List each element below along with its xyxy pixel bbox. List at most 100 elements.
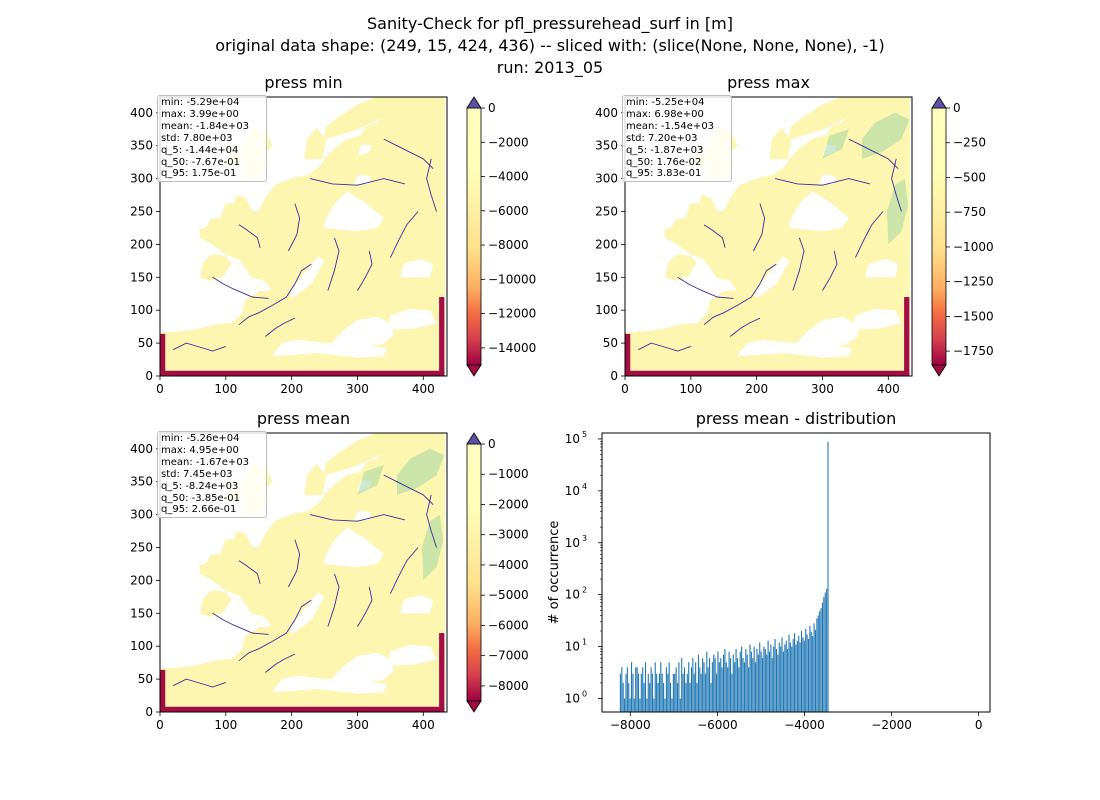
river-line	[287, 203, 301, 252]
x-tick-label: 0	[621, 382, 629, 396]
figure-title-line-3: run: 2013_05	[497, 58, 603, 78]
histogram-bar	[809, 625, 811, 712]
sea-shape	[819, 174, 836, 184]
histogram-y-tick-label: 10	[565, 640, 580, 654]
land-shape	[324, 97, 445, 140]
river-line	[357, 586, 373, 627]
river-line	[730, 317, 761, 337]
coast-band	[625, 333, 631, 376]
histogram-bar	[792, 639, 794, 712]
stat-line: max: 3.99e+00	[161, 108, 239, 120]
histogram-bar	[718, 662, 720, 712]
land-shape	[200, 589, 232, 618]
histogram-bar	[732, 654, 734, 712]
x-axis: 0 100 200 300 400	[156, 376, 435, 396]
histogram-bar	[781, 637, 783, 712]
histogram-bar	[707, 667, 709, 712]
histogram-bar	[728, 651, 730, 712]
histogram-bar	[771, 658, 773, 712]
stat-line: std: 7.45e+03	[161, 468, 233, 480]
histogram-bar	[660, 662, 662, 712]
axes-frame	[159, 432, 448, 713]
histogram-bar	[736, 658, 738, 712]
x-tick-label: 100	[679, 382, 702, 396]
x-tick-label: 200	[745, 382, 768, 396]
colorbar-over-arrow	[466, 96, 482, 109]
histogram-bar	[753, 646, 755, 712]
colorbar-tick-label: −500	[953, 170, 986, 184]
sea-shape	[789, 191, 849, 232]
histogram-bar	[826, 588, 828, 712]
histogram-bar	[725, 662, 727, 712]
histogram-bar	[682, 673, 684, 712]
wet-area	[357, 465, 384, 495]
histogram-bar	[745, 648, 747, 712]
histogram-bar	[764, 648, 766, 712]
sea-shape	[357, 480, 372, 492]
y-tick-label: 350	[130, 139, 153, 153]
histogram-bar	[675, 667, 677, 712]
histogram-bar	[663, 682, 665, 712]
histogram-bar	[628, 682, 630, 712]
river-line	[677, 276, 734, 299]
colorbar-tick-label: −8000	[488, 238, 529, 252]
figure-title-line-1: Sanity-Check for pfl_pressurehead_surf i…	[367, 14, 733, 34]
colorbar-tick-label: 0	[953, 101, 961, 115]
histogram-bar	[731, 673, 733, 712]
river-line	[822, 250, 838, 291]
y-tick-label: 150	[130, 606, 153, 620]
histogram-x-tick-label: 0	[975, 718, 983, 732]
colorbar-tick-label: −5000	[488, 588, 529, 602]
histogram-bar	[651, 673, 653, 712]
x-tick-label: 100	[214, 382, 237, 396]
histogram-bar	[791, 646, 793, 712]
histogram-bar	[621, 667, 623, 712]
histogram-bar	[802, 637, 804, 712]
histogram-bar	[741, 646, 743, 712]
stats-box-press-max: min: -5.25e+04 max: 6.98e+00 mean: -1.54…	[622, 95, 732, 183]
histogram-bar	[757, 654, 759, 712]
histogram-bar	[699, 667, 701, 712]
histogram-x-tick-label: −2000	[871, 718, 912, 732]
histogram-bar	[746, 654, 748, 712]
histogram-y-tick-exponent: 4	[582, 482, 587, 491]
colorbar: 0 −1000 −2000 −3000 −4000 −5000 −6000 −7000 −800…	[466, 432, 529, 713]
histogram-bar	[665, 667, 667, 712]
histogram-bar	[709, 658, 711, 712]
histogram-bar	[777, 654, 779, 712]
histogram-x-tick-label: −8000	[610, 718, 651, 732]
y-tick-label: 0	[145, 705, 153, 719]
river-line	[238, 599, 312, 662]
y-tick-label: 250	[130, 204, 153, 218]
histogram-bar	[756, 648, 758, 712]
histogram-bar	[678, 662, 680, 712]
sea-shape	[357, 144, 372, 156]
colorbar-gradient	[466, 443, 482, 702]
histogram-y-tick-exponent: 0	[582, 690, 587, 699]
river-line	[389, 547, 419, 594]
histogram-bar	[706, 651, 708, 712]
colorbar-tick-label: −2000	[488, 497, 529, 511]
y-tick-label: 50	[138, 336, 153, 350]
stat-line: max: 4.95e+00	[161, 444, 239, 456]
histogram-bar	[717, 651, 719, 712]
histogram-bar	[735, 648, 737, 712]
y-tick-label: 50	[603, 336, 618, 350]
axes-frame	[624, 96, 913, 377]
colorbar-tick-label: −4000	[488, 170, 529, 184]
y-tick-label: 0	[145, 369, 153, 383]
x-tick-label: 400	[412, 718, 435, 732]
colorbar-tick-label: −8000	[488, 679, 529, 693]
histogram-bar	[700, 673, 702, 712]
histogram-y-label: # of occurrence	[547, 521, 562, 625]
x-tick-label: 400	[877, 382, 900, 396]
histogram-bar	[642, 667, 644, 712]
histogram-bar	[734, 662, 736, 712]
histogram-bar	[650, 667, 652, 712]
histogram-bar	[653, 698, 655, 712]
histogram-bars	[619, 441, 829, 712]
sea-shape	[796, 316, 859, 346]
colorbar: 0 −2000 −4000 −6000 −8000 −10000 −12000 −14000	[466, 96, 536, 377]
stat-line: mean: -1.54e+03	[626, 120, 715, 132]
histogram-bar	[759, 642, 761, 712]
